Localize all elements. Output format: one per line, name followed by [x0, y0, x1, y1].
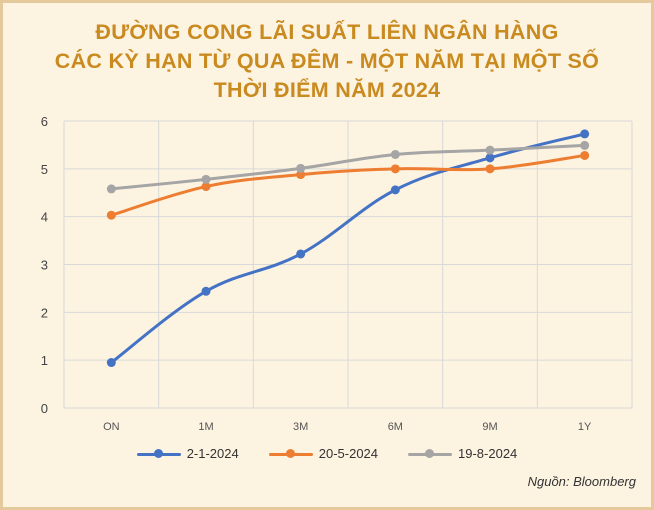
data-point-series-3 [580, 140, 590, 150]
x-tick-label: 6M [388, 421, 403, 433]
series-line-2 [109, 153, 587, 217]
data-point-series-3 [296, 163, 306, 173]
legend-item-series-1: 2-1-2024 [136, 446, 239, 461]
legend-label-series-3: 19-8-2024 [458, 446, 518, 461]
series-line-3 [109, 143, 587, 191]
data-point-series-3 [485, 145, 495, 155]
data-point-series-2 [580, 150, 590, 160]
data-point-series-2 [201, 182, 211, 192]
data-point-series-3 [201, 174, 211, 184]
y-tick-label: 2 [41, 305, 48, 320]
grid-layer [63, 120, 633, 409]
legend-swatch-series-3 [408, 448, 453, 460]
legend-item-series-3: 19-8-2024 [408, 446, 517, 461]
data-point-series-2 [390, 164, 400, 174]
data-point-series-1 [390, 185, 400, 195]
y-tick-label: 5 [41, 162, 48, 177]
title-line-2: CÁC KỲ HẠN TỪ QUA ĐÊM - MỘT NĂM TẠI MỘT … [54, 49, 600, 73]
data-point-series-1 [485, 153, 495, 163]
chart-title: ĐƯỜNG CONG LÃI SUẤT LIÊN NGÂN HÀNG CÁC K… [0, 18, 654, 105]
legend-item-series-2: 20-5-2024 [268, 446, 379, 461]
x-tick-label: 9M [482, 421, 497, 433]
data-point-series-2 [296, 170, 306, 180]
x-tick-label: 3M [293, 421, 308, 433]
y-tick-label: 6 [41, 114, 48, 129]
legend-label-series-1: 2-1-2024 [186, 446, 239, 461]
legend-swatch-series-1 [136, 448, 181, 460]
data-point-series-1 [201, 286, 211, 296]
data-point-series-1 [580, 129, 590, 139]
y-tick-label: 4 [41, 210, 48, 225]
data-point-series-1 [106, 358, 116, 368]
y-tick-label: 1 [41, 353, 48, 368]
y-tick-label: 3 [41, 258, 48, 273]
x-tick-label: 1M [198, 421, 213, 433]
data-point-series-3 [390, 149, 400, 159]
data-point-series-2 [106, 210, 116, 220]
title-line-3: THỜI ĐIỂM NĂM 2024 [213, 78, 441, 102]
axis-layer: 0 1 2 3 4 5 6 ON 1M 3M 6M 9M 1Y [41, 114, 592, 433]
legend-label-series-2: 20-5-2024 [318, 446, 379, 461]
legend: 2-1-2024 20-5-2024 19-8-2024 [0, 446, 654, 461]
y-tick-label: 0 [41, 401, 48, 416]
data-point-series-3 [106, 184, 116, 194]
source-note: Nguồn: Bloomberg [527, 474, 636, 489]
legend-swatch-series-2 [268, 448, 313, 460]
data-point-series-2 [485, 164, 495, 174]
x-tick-label: 1Y [578, 421, 592, 433]
series-layer [106, 129, 590, 368]
data-point-series-1 [296, 249, 306, 259]
title-line-1: ĐƯỜNG CONG LÃI SUẤT LIÊN NGÂN HÀNG [95, 20, 559, 44]
x-tick-label: ON [103, 421, 120, 433]
